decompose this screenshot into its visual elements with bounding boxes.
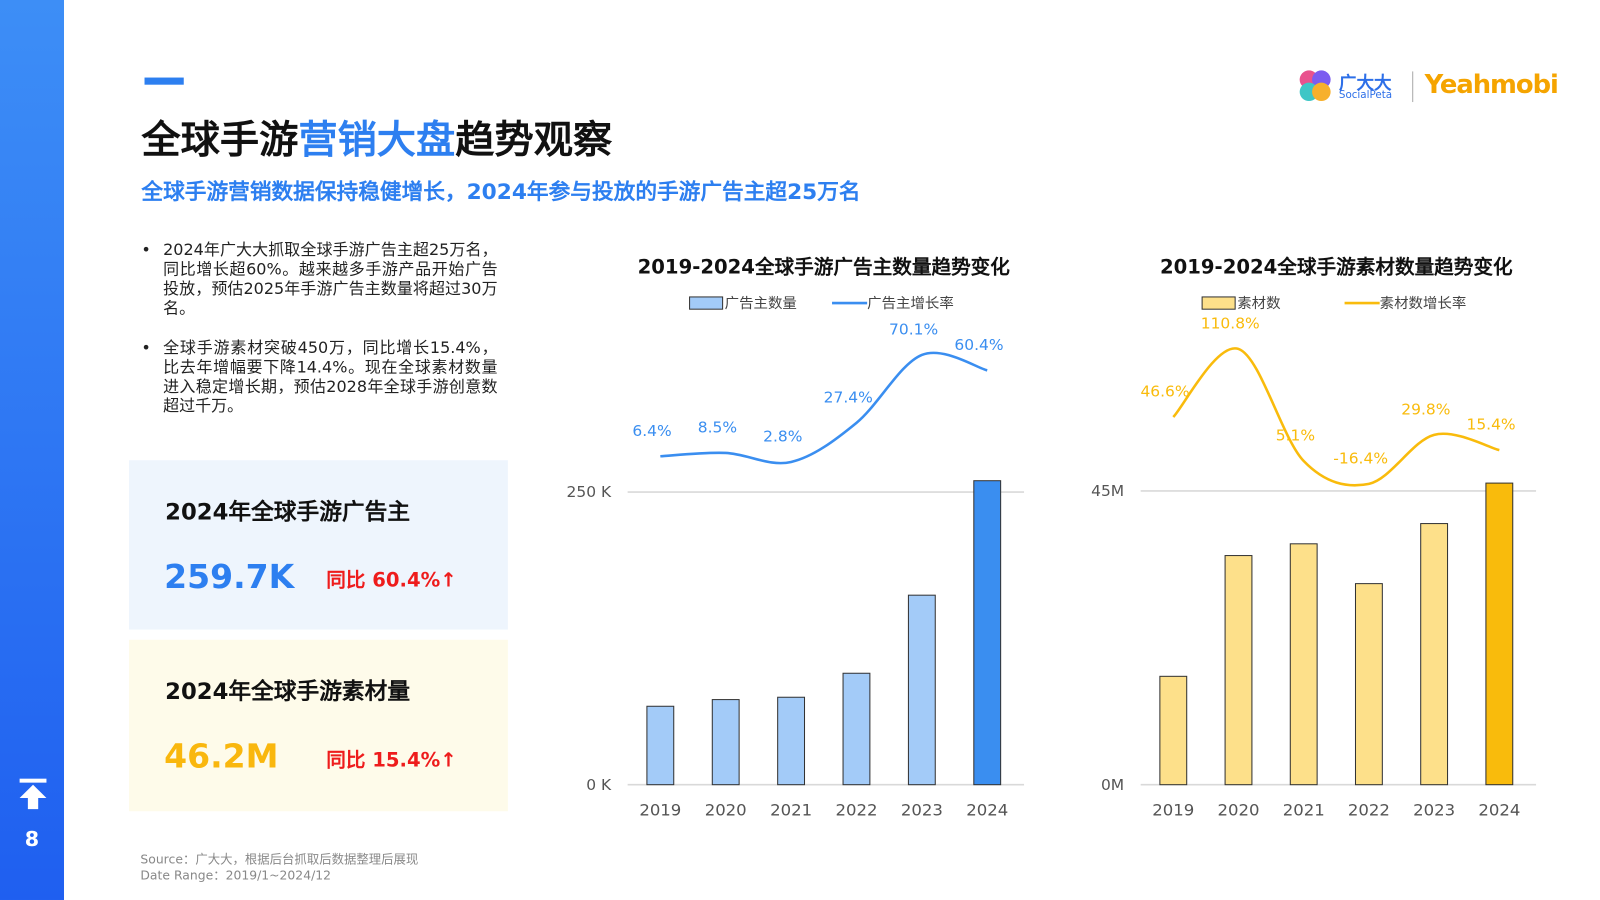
data-label: 27.4%: [824, 389, 873, 407]
title-part: 趋势观察: [455, 117, 613, 163]
x-tick-label: 2020: [705, 800, 747, 819]
bar: [711, 699, 740, 786]
logo-brand: 广大大: [1338, 73, 1392, 94]
title: 全球手游营销大盘趋势观察: [141, 108, 612, 164]
bullet-list: • 2024年广大大抓取全球手游广告主超25万名，同比增长超60%。越来越多手游产…: [141, 241, 497, 417]
source: Source：广大大，根据后台抓取后数据整理后展现 Date Range：2019…: [140, 851, 418, 884]
bar: [777, 696, 806, 786]
y-tick-label: 0 K: [586, 776, 612, 794]
y-tick-label: 250 K: [567, 483, 612, 501]
bullet-text: 2024年广大大抓取全球手游广告主超25万名，同比增长超60%。越来越多手游产品…: [163, 240, 498, 318]
data-label: 5.1%: [1276, 427, 1315, 445]
legend-swatch: [689, 296, 724, 310]
bullet-text: 全球手游素材突破450万，同比增长15.4%，比去年增幅要下降14.4%。现在全…: [163, 338, 498, 416]
y-tick-label: 45M: [1091, 482, 1124, 500]
card-value: 259.7K: [164, 557, 295, 596]
title-part: 营销大盘: [298, 117, 456, 163]
top-icon: [19, 778, 47, 810]
bar: [1224, 555, 1253, 786]
logo-brand-sub: SocialPeta: [1338, 89, 1393, 102]
source-line: Source：广大大，根据后台抓取后数据整理后展现: [140, 852, 419, 867]
chart-title: 2019-2024全球手游素材数量趋势变化: [1160, 256, 1513, 279]
x-tick-label: 2021: [1283, 800, 1325, 819]
data-label: 110.8%: [1201, 315, 1260, 333]
bar: [1159, 675, 1188, 786]
card-value: 46.2M: [164, 736, 279, 776]
title-part: 全球手游: [141, 117, 299, 163]
x-tick-label: 2022: [1348, 800, 1390, 819]
x-tick-label: 2022: [835, 800, 877, 819]
x-tick-label: 2019: [639, 800, 681, 819]
bullet: • 2024年广大大抓取全球手游广告主超25万名，同比增长超60%。越来越多手游产…: [141, 240, 498, 318]
chart-title: 2019-2024全球手游广告主数量趋势变化: [638, 256, 1011, 279]
bar: [1354, 583, 1383, 786]
bar: [842, 672, 871, 786]
y-tick-label: 0M: [1101, 776, 1124, 794]
data-label: 46.6%: [1140, 383, 1189, 401]
page-number: 8: [24, 826, 40, 852]
logo-icon: [1299, 70, 1331, 102]
card-label: 2024年全球手游素材量: [165, 679, 411, 706]
source-line: Date Range：2019/1~2024/12: [140, 868, 332, 883]
x-tick-label: 2020: [1217, 800, 1259, 819]
x-tick-label: 2023: [901, 800, 943, 819]
bar: [1289, 543, 1318, 786]
data-label: 8.5%: [698, 419, 737, 437]
bar: [1420, 523, 1449, 786]
bar: [1485, 482, 1514, 786]
x-tick-label: 2024: [966, 800, 1008, 819]
data-label: -16.4%: [1333, 450, 1388, 468]
x-tick-label: 2019: [1152, 800, 1194, 819]
subtitle: 全球手游营销数据保持稳健增长，2024年参与投放的手游广告主超25万名: [141, 179, 861, 205]
line: [660, 351, 988, 465]
data-label: 29.8%: [1401, 401, 1450, 419]
bar: [973, 480, 1002, 786]
logo-divider: [1412, 71, 1414, 103]
card-change: 同比 15.4%↑: [326, 748, 457, 772]
card-label: 2024年全球手游广告主: [165, 499, 411, 526]
data-label: 6.4%: [632, 422, 671, 440]
legend-label: 广告主数量: [725, 295, 797, 312]
logo-partner: Yeahmobi: [1424, 69, 1559, 99]
bar: [646, 705, 675, 786]
bullet: • 全球手游素材突破450万，同比增长15.4%，比去年增幅要下降14.4%。现在…: [141, 338, 498, 416]
data-label: 70.1%: [889, 321, 938, 339]
accent-bar: [144, 77, 184, 85]
x-tick-label: 2023: [1413, 800, 1455, 819]
data-label: 60.4%: [954, 336, 1003, 354]
side-bar: [0, 0, 65, 900]
card: 2024年全球手游素材量 46.2M 同比 15.4%↑: [129, 639, 508, 812]
bar: [907, 594, 936, 786]
legend-label: 素材数增长率: [1380, 295, 1467, 312]
legend-swatch: [1201, 296, 1236, 310]
line: [1172, 347, 1500, 487]
card-change: 同比 60.4%↑: [326, 569, 457, 592]
x-tick-label: 2021: [770, 800, 812, 819]
data-label: 15.4%: [1467, 416, 1516, 434]
legend-label: 素材数: [1237, 295, 1280, 312]
legend-label: 广告主增长率: [867, 295, 954, 312]
card: 2024年全球手游广告主 259.7K 同比 60.4%↑: [129, 460, 508, 630]
data-label: 2.8%: [763, 428, 802, 446]
x-tick-label: 2024: [1478, 800, 1520, 819]
